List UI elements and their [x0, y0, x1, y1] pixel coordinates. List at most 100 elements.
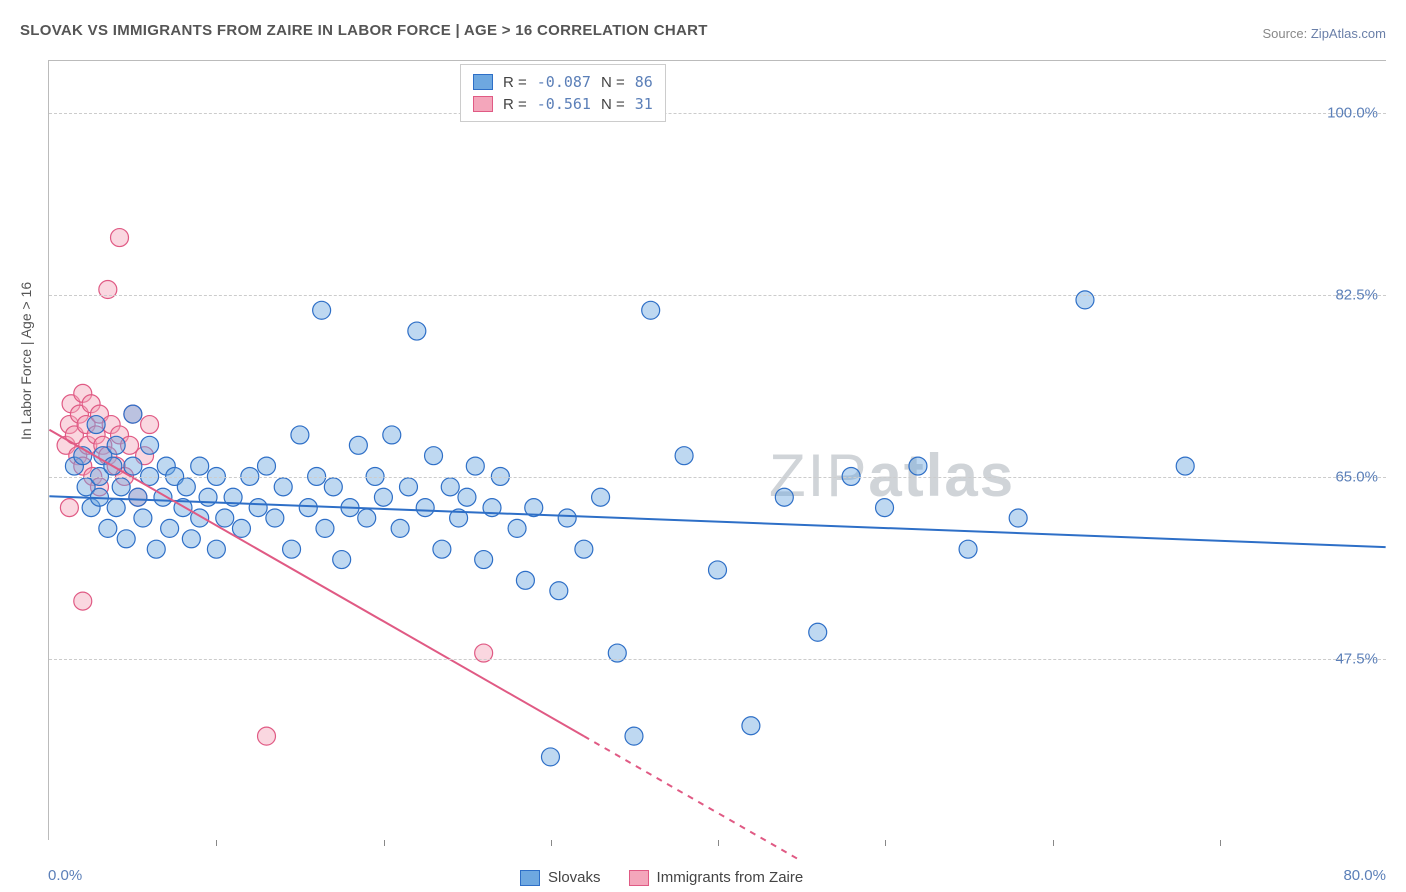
y-tick-label: 65.0%	[1335, 469, 1378, 486]
data-point	[441, 478, 459, 496]
n-value-zaire: 31	[635, 95, 653, 113]
data-point	[809, 623, 827, 641]
x-tick	[1053, 840, 1054, 846]
data-point	[959, 540, 977, 558]
n-label: N =	[601, 74, 625, 91]
data-point	[99, 519, 117, 537]
data-point	[742, 717, 760, 735]
chart-title: SLOVAK VS IMMIGRANTS FROM ZAIRE IN LABOR…	[20, 22, 708, 39]
data-point	[107, 499, 125, 517]
data-point	[876, 499, 894, 517]
n-label: N =	[601, 96, 625, 113]
legend-label-slovaks: Slovaks	[548, 869, 601, 886]
data-point	[349, 436, 367, 454]
data-point	[1076, 291, 1094, 309]
data-point	[216, 509, 234, 527]
data-point	[232, 519, 250, 537]
data-point	[74, 592, 92, 610]
correlation-legend: R = -0.087 N = 86 R = -0.561 N = 31	[460, 64, 666, 122]
data-point	[191, 457, 209, 475]
data-point	[541, 748, 559, 766]
x-tick	[384, 840, 385, 846]
data-point	[625, 727, 643, 745]
swatch-zaire-bottom	[629, 870, 649, 886]
y-tick-label: 47.5%	[1335, 651, 1378, 668]
data-point	[1176, 457, 1194, 475]
x-axis-max-label: 80.0%	[1343, 867, 1386, 884]
data-point	[249, 499, 267, 517]
y-tick-label: 100.0%	[1327, 105, 1378, 122]
data-point	[399, 478, 417, 496]
data-point	[909, 457, 927, 475]
legend-item-zaire: Immigrants from Zaire	[629, 869, 804, 886]
x-tick	[718, 840, 719, 846]
series-legend: Slovaks Immigrants from Zaire	[520, 869, 803, 886]
data-point	[458, 488, 476, 506]
data-point	[642, 301, 660, 319]
source-prefix: Source:	[1262, 26, 1310, 41]
data-point	[60, 499, 78, 517]
data-point	[199, 488, 217, 506]
data-point	[775, 488, 793, 506]
y-axis-title: In Labor Force | Age > 16	[18, 282, 34, 440]
data-point	[207, 540, 225, 558]
scatter-plot-svg	[49, 61, 1386, 840]
data-point	[675, 447, 693, 465]
data-point	[433, 540, 451, 558]
data-point	[408, 322, 426, 340]
data-point	[87, 416, 105, 434]
gridline	[49, 295, 1386, 296]
data-point	[291, 426, 309, 444]
data-point	[107, 436, 125, 454]
swatch-slovaks	[473, 74, 493, 90]
data-point	[592, 488, 610, 506]
data-point	[516, 571, 534, 589]
data-point	[182, 530, 200, 548]
data-point	[558, 509, 576, 527]
trend-line	[49, 496, 1385, 547]
data-point	[709, 561, 727, 579]
legend-row-slovaks: R = -0.087 N = 86	[473, 71, 653, 93]
data-point	[575, 540, 593, 558]
data-point	[333, 551, 351, 569]
gridline	[49, 113, 1386, 114]
legend-row-zaire: R = -0.561 N = 31	[473, 93, 653, 115]
chart-plot-area: ZIPatlas 47.5%65.0%82.5%100.0%	[48, 60, 1386, 840]
data-point	[475, 551, 493, 569]
data-point	[124, 405, 142, 423]
data-point	[266, 509, 284, 527]
swatch-slovaks-bottom	[520, 870, 540, 886]
n-value-slovaks: 86	[635, 73, 653, 91]
x-tick	[551, 840, 552, 846]
data-point	[299, 499, 317, 517]
data-point	[177, 478, 195, 496]
source-attribution: Source: ZipAtlas.com	[1262, 26, 1386, 41]
data-point	[391, 519, 409, 537]
data-point	[134, 509, 152, 527]
data-point	[416, 499, 434, 517]
r-label: R =	[503, 96, 527, 113]
data-point	[129, 488, 147, 506]
r-value-slovaks: -0.087	[537, 73, 591, 91]
data-point	[316, 519, 334, 537]
swatch-zaire	[473, 96, 493, 112]
data-point	[258, 727, 276, 745]
legend-item-slovaks: Slovaks	[520, 869, 601, 886]
trend-line	[584, 736, 801, 861]
data-point	[1009, 509, 1027, 527]
data-point	[111, 229, 129, 247]
data-point	[283, 540, 301, 558]
source-link[interactable]: ZipAtlas.com	[1311, 26, 1386, 41]
data-point	[550, 582, 568, 600]
x-tick	[885, 840, 886, 846]
data-point	[358, 509, 376, 527]
data-point	[383, 426, 401, 444]
data-point	[374, 488, 392, 506]
data-point	[141, 416, 159, 434]
data-point	[117, 530, 135, 548]
gridline	[49, 659, 1386, 660]
x-tick	[1220, 840, 1221, 846]
data-point	[508, 519, 526, 537]
gridline	[49, 477, 1386, 478]
r-label: R =	[503, 74, 527, 91]
